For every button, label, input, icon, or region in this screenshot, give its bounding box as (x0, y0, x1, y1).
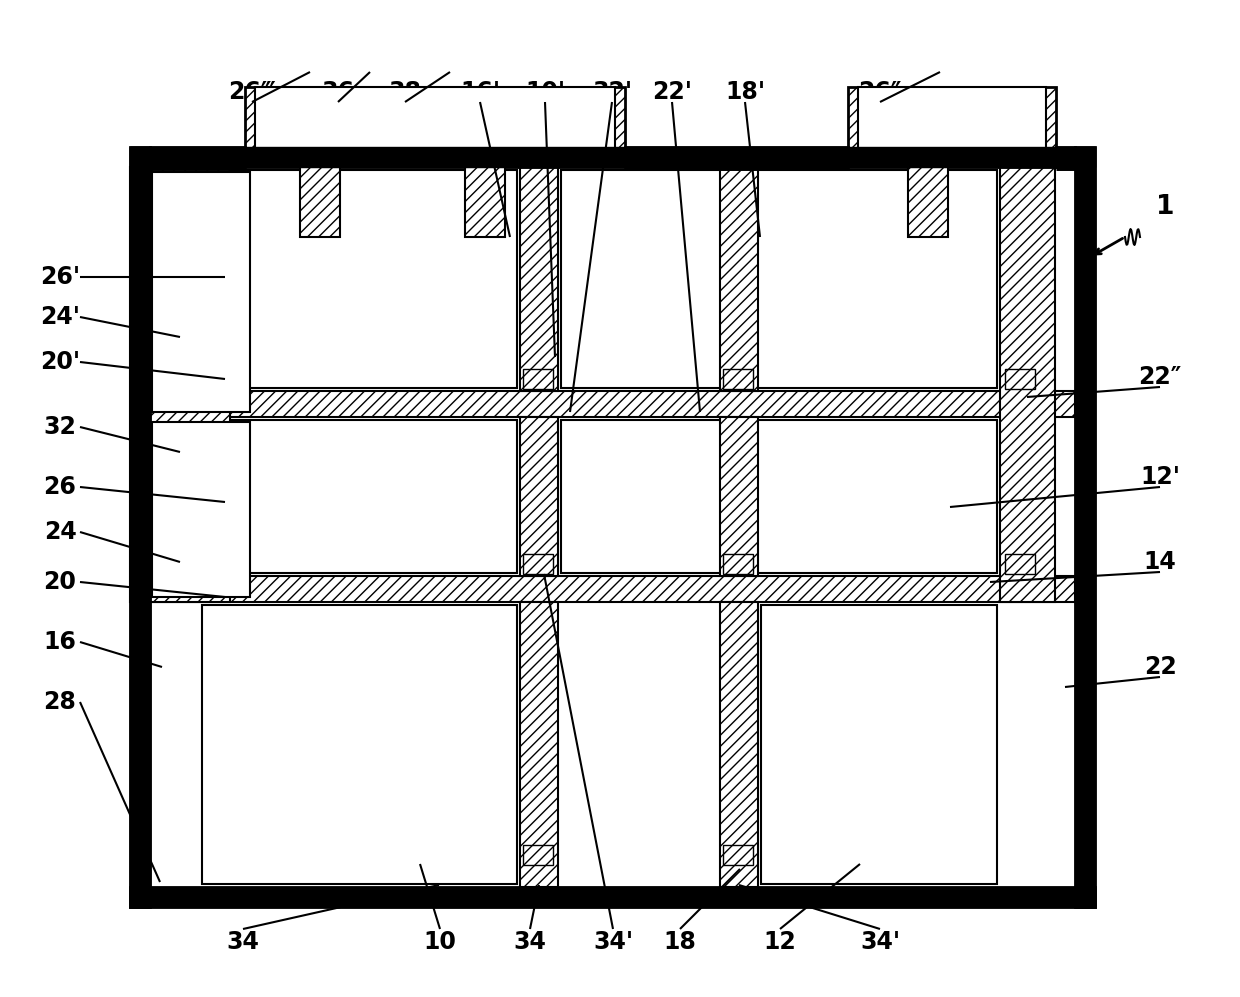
Text: 22″: 22″ (1138, 365, 1182, 389)
Bar (150, 167, 1075, 887)
Bar (723, 554, 753, 574)
Bar (999, 167, 1055, 602)
Bar (1056, 147, 1075, 167)
Bar (130, 147, 150, 907)
Text: 28: 28 (43, 690, 77, 714)
Bar (153, 422, 250, 597)
Bar (465, 167, 505, 237)
Text: 22: 22 (1143, 655, 1177, 679)
Bar (858, 87, 1047, 159)
Text: 26: 26 (43, 475, 77, 499)
Bar (130, 167, 229, 602)
Bar (523, 369, 553, 389)
Text: 10: 10 (424, 930, 456, 954)
Text: 16: 16 (43, 630, 77, 654)
Bar (723, 845, 753, 865)
Bar (150, 147, 246, 167)
Text: 26': 26' (40, 265, 81, 289)
Bar (523, 554, 553, 574)
Bar (202, 605, 517, 884)
Bar (130, 887, 1095, 907)
Bar (130, 147, 1095, 167)
Bar (723, 369, 753, 389)
Bar (202, 170, 517, 388)
Bar (523, 845, 553, 865)
Bar (255, 87, 615, 159)
Bar (848, 147, 1056, 167)
Text: 12: 12 (764, 930, 796, 954)
Text: 16': 16' (460, 80, 500, 104)
Bar (908, 167, 949, 237)
Bar (150, 576, 1075, 602)
Text: 10': 10' (525, 80, 565, 104)
Text: 12': 12' (1140, 465, 1180, 489)
Bar (1004, 369, 1035, 389)
Bar (130, 147, 1095, 167)
Bar (130, 887, 1095, 907)
Bar (520, 167, 558, 391)
Bar (520, 417, 558, 576)
Text: 20': 20' (40, 350, 81, 374)
Bar (720, 417, 758, 576)
Text: 34: 34 (513, 930, 547, 954)
Bar (560, 420, 997, 573)
Bar (1075, 147, 1095, 907)
Text: 34: 34 (227, 930, 259, 954)
Bar (130, 147, 150, 907)
Bar (1075, 147, 1095, 907)
Bar (720, 167, 758, 391)
Text: 22': 22' (652, 80, 692, 104)
Bar (130, 147, 150, 907)
Text: 26″: 26″ (858, 80, 901, 104)
Text: 38: 38 (388, 80, 422, 104)
Bar (1004, 554, 1035, 574)
Bar (625, 147, 848, 167)
Text: 34': 34' (593, 930, 634, 954)
Text: 34': 34' (859, 930, 900, 954)
Text: 32: 32 (43, 415, 77, 439)
Bar (300, 167, 340, 237)
Text: 18': 18' (725, 80, 765, 104)
Bar (560, 170, 997, 388)
Bar (202, 420, 517, 573)
Text: 24': 24' (40, 305, 81, 329)
Text: 20: 20 (43, 570, 77, 594)
Text: 26‴: 26‴ (228, 80, 275, 104)
Bar (720, 602, 758, 887)
Bar (520, 602, 558, 887)
Bar (246, 87, 625, 167)
Text: 32': 32' (591, 80, 632, 104)
Bar (848, 87, 1056, 167)
Text: 1: 1 (1156, 194, 1174, 220)
Bar (246, 147, 625, 167)
Bar (153, 172, 250, 412)
Text: 18: 18 (663, 930, 697, 954)
Bar (761, 605, 997, 884)
Text: 36: 36 (321, 80, 355, 104)
Text: 14: 14 (1143, 550, 1177, 574)
Bar (150, 391, 1075, 417)
Text: 24: 24 (43, 520, 77, 544)
